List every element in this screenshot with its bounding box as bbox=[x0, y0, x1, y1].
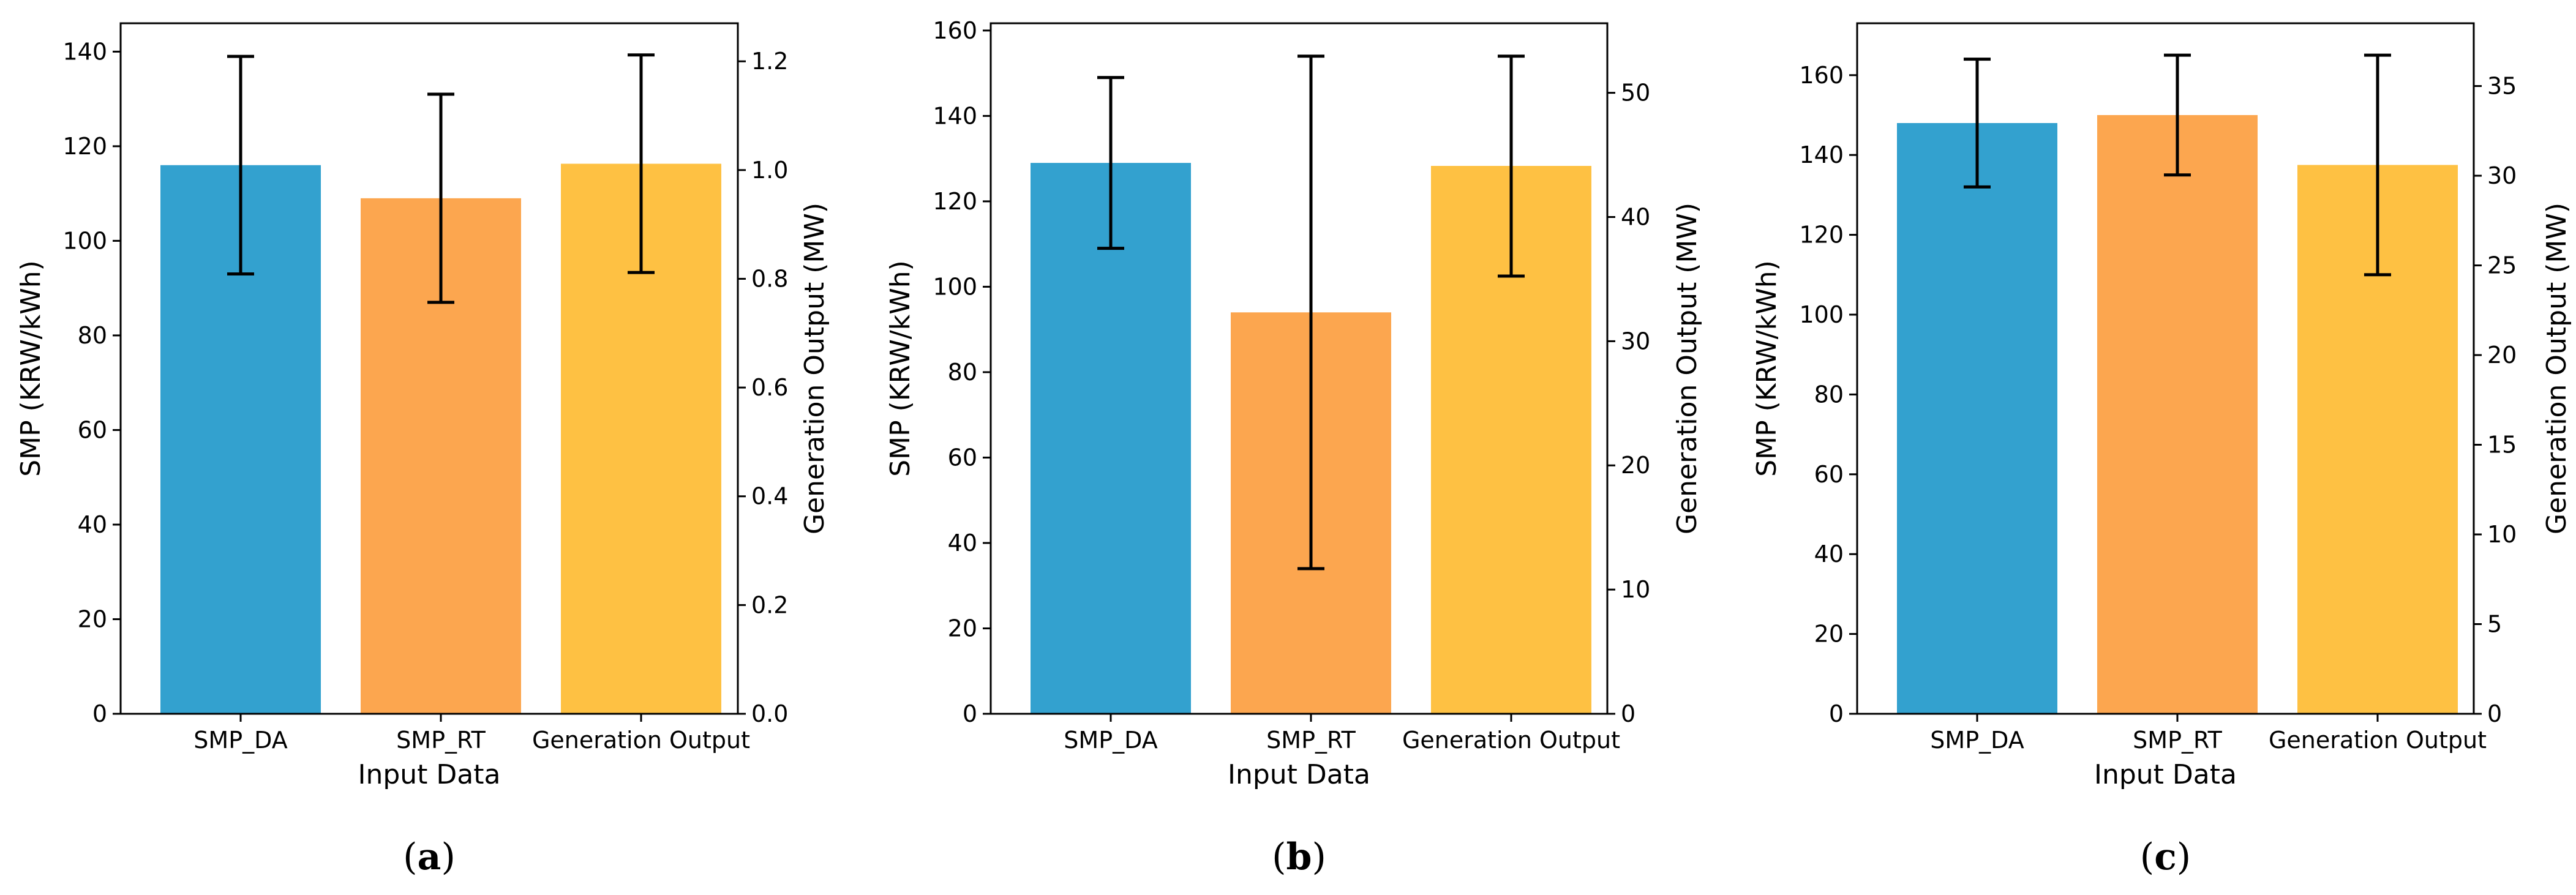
error-bar bbox=[2364, 53, 2391, 277]
error-bar bbox=[1297, 54, 1324, 571]
error-bar bbox=[1964, 58, 1991, 189]
y-tick-label: 80 bbox=[1814, 381, 1844, 408]
y2-tick-label: 0.2 bbox=[751, 591, 788, 618]
x-axis-label: Input Data bbox=[358, 759, 501, 790]
x-axis-label: Input Data bbox=[1228, 759, 1370, 790]
y-tick-label: 20 bbox=[78, 605, 107, 632]
error-bar bbox=[1498, 54, 1525, 278]
plot-frame bbox=[1856, 22, 2475, 715]
y2-tick-label: 0 bbox=[2487, 700, 2502, 727]
y2-axis-label: Generation Output (MW) bbox=[799, 203, 830, 534]
y2-tick-label: 20 bbox=[2487, 342, 2517, 369]
y2-tick-label: 40 bbox=[1621, 203, 1650, 230]
y-tick-label: 100 bbox=[1799, 301, 1844, 328]
chart-panel-b: SMP_DA SMP_RT Generation Output02040608010… bbox=[885, 17, 1703, 878]
x-tick-label: Generation Output bbox=[2269, 727, 2487, 754]
error-bar bbox=[1097, 76, 1124, 250]
y-tick-label: 60 bbox=[948, 444, 977, 471]
error-bar bbox=[628, 53, 655, 274]
y2-tick-label: 0 bbox=[1621, 700, 1635, 727]
y-tick-label: 120 bbox=[62, 133, 107, 160]
y-tick-label: 40 bbox=[948, 530, 977, 556]
bar-smp-da bbox=[1897, 123, 2057, 714]
y-tick-label: 160 bbox=[933, 17, 977, 44]
y2-tick-label: 0.6 bbox=[751, 374, 788, 401]
y2-tick-label: 30 bbox=[2487, 162, 2517, 189]
y-tick-label: 140 bbox=[1799, 141, 1844, 168]
y2-tick-label: 0.0 bbox=[751, 700, 788, 727]
x-axis-label: Input Data bbox=[2094, 759, 2237, 790]
y2-tick-label: 15 bbox=[2487, 432, 2517, 459]
x-tick-label: SMP_RT bbox=[396, 727, 486, 754]
y-tick-label: 20 bbox=[948, 615, 977, 642]
y2-tick-label: 25 bbox=[2487, 252, 2517, 279]
x-tick-label: SMP_DA bbox=[1064, 727, 1157, 754]
y2-axis-label: Generation Output (MW) bbox=[2541, 203, 2572, 534]
panel-caption: (a) bbox=[403, 836, 456, 878]
y2-tick-label: 5 bbox=[2487, 611, 2502, 638]
y-tick-label: 40 bbox=[78, 511, 107, 538]
x-tick-label: Generation Output bbox=[532, 727, 750, 754]
y-tick-label: 120 bbox=[933, 188, 977, 215]
x-tick-label: Generation Output bbox=[1402, 727, 1620, 754]
y2-tick-label: 1.2 bbox=[751, 48, 788, 75]
x-tick-label: SMP_RT bbox=[2133, 727, 2222, 754]
y2-tick-label: 10 bbox=[1621, 576, 1650, 603]
y-tick-label: 140 bbox=[62, 38, 107, 65]
y-tick-label: 60 bbox=[78, 416, 107, 443]
y-tick-label: 40 bbox=[1814, 541, 1844, 567]
x-tick-label: SMP_RT bbox=[1266, 727, 1356, 754]
x-tick-label: SMP_DA bbox=[193, 727, 287, 754]
chart-panel-c: SMP_DA SMP_RT Generation Output02040608010… bbox=[1751, 22, 2572, 878]
y2-tick-label: 30 bbox=[1621, 328, 1650, 354]
caption-paren-close: ) bbox=[441, 836, 455, 878]
caption-letter: a bbox=[418, 836, 441, 878]
y-tick-label: 100 bbox=[933, 273, 977, 300]
y-tick-label: 160 bbox=[1799, 62, 1844, 89]
y-tick-label: 120 bbox=[1799, 222, 1844, 249]
panel-caption: (c) bbox=[2140, 836, 2191, 878]
error-bar bbox=[2164, 53, 2191, 177]
y2-tick-label: 20 bbox=[1621, 452, 1650, 479]
y-tick-label: 0 bbox=[92, 700, 107, 727]
y2-tick-label: 50 bbox=[1621, 80, 1650, 107]
chart-panel-a: SMP_DA SMP_RT Generation Output 0 20 40 60 80 10… bbox=[15, 22, 830, 878]
y-tick-label: 100 bbox=[62, 227, 107, 254]
plot-frame bbox=[989, 22, 1609, 715]
y-tick-label: 0 bbox=[963, 700, 977, 727]
y-axis-label: SMP (KRW/kWh) bbox=[15, 260, 47, 477]
y2-tick-label: 10 bbox=[2487, 521, 2517, 548]
panel-caption: (b) bbox=[1272, 836, 1326, 878]
caption-letter: b bbox=[1286, 836, 1312, 878]
y-tick-label: 20 bbox=[1814, 621, 1844, 648]
error-bar bbox=[227, 54, 254, 275]
y2-tick-label: 1.0 bbox=[751, 157, 788, 184]
error-bar bbox=[427, 92, 454, 304]
y-axis-label: SMP (KRW/kWh) bbox=[885, 260, 916, 477]
y2-tick-label: 35 bbox=[2487, 73, 2517, 100]
x-tick-label: SMP_DA bbox=[1930, 727, 2024, 754]
y2-tick-label: 0.4 bbox=[751, 483, 788, 510]
y-tick-label: 60 bbox=[1814, 461, 1844, 488]
bar-smp-rt bbox=[2097, 114, 2258, 714]
y-tick-label: 80 bbox=[948, 359, 977, 386]
caption-letter: c bbox=[2154, 836, 2177, 878]
y2-axis-label: Generation Output (MW) bbox=[1672, 203, 1703, 534]
y2-tick-label: 0.8 bbox=[751, 265, 788, 292]
y-tick-label: 140 bbox=[933, 102, 977, 129]
caption-paren-open: ( bbox=[2140, 836, 2154, 878]
caption-paren-open: ( bbox=[1272, 836, 1286, 878]
caption-paren-close: ) bbox=[1312, 836, 1326, 878]
caption-paren-close: ) bbox=[2177, 836, 2191, 878]
bar-smp-da bbox=[1031, 163, 1191, 714]
y-axis-label: SMP (KRW/kWh) bbox=[1751, 260, 1782, 477]
plot-frame bbox=[119, 22, 739, 715]
y-tick-label: 80 bbox=[78, 322, 107, 349]
caption-paren-open: ( bbox=[403, 836, 417, 878]
y-tick-label: 0 bbox=[1829, 700, 1844, 727]
